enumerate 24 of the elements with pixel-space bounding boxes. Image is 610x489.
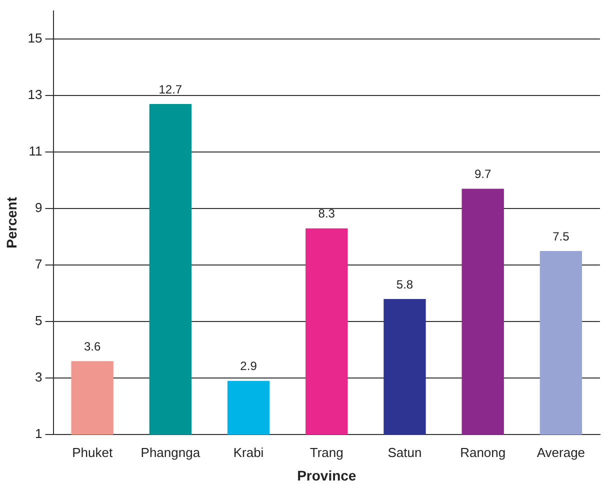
data-label: 5.8 <box>396 277 414 292</box>
data-label: 2.9 <box>240 359 258 374</box>
data-label: 8.3 <box>318 206 336 221</box>
x-tick-label: Ranong <box>460 444 506 460</box>
y-tick-label: 3 <box>35 370 42 385</box>
x-tick-label: Krabi <box>233 444 264 460</box>
data-label: 7.5 <box>552 229 570 244</box>
x-tick-label: Satun <box>388 444 422 460</box>
y-tick-label: 7 <box>35 256 42 272</box>
y-tick-label: 13 <box>28 87 42 102</box>
x-tick-label: Trang <box>310 444 344 460</box>
x-tick-label: Average <box>536 444 586 460</box>
data-label: 12.7 <box>158 82 182 96</box>
y-tick-label: 9 <box>35 200 42 216</box>
x-axis-title: Province <box>297 467 356 484</box>
y-tick-label: 11 <box>28 144 42 159</box>
data-label: 3.6 <box>84 339 101 354</box>
y-axis-title: Percent <box>3 196 20 248</box>
y-tick-label: 5 <box>35 313 42 328</box>
x-tick-label: Phangnga <box>140 444 201 460</box>
x-tick-label: Phuket <box>72 444 113 460</box>
y-tick-label: 1 <box>35 426 42 442</box>
y-tick-label: 15 <box>28 30 42 46</box>
data-label: 9.7 <box>474 167 492 182</box>
